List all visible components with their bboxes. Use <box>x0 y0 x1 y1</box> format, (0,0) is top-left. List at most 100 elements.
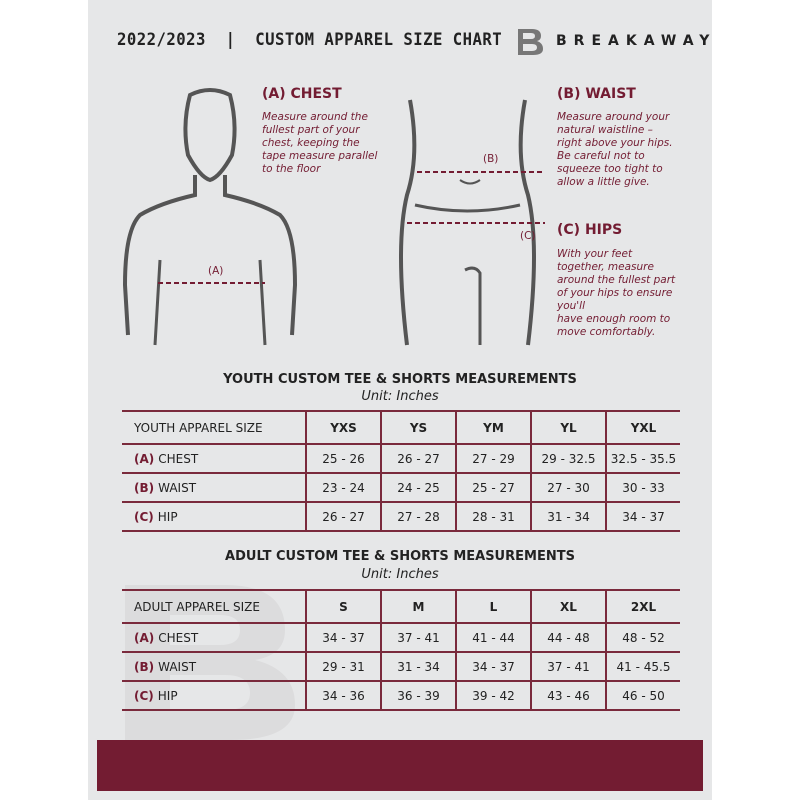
desc-line: have enough room to <box>557 313 671 325</box>
measurement-value: 24 - 25 <box>380 472 456 503</box>
desc-line: With your feet <box>557 248 633 260</box>
measurement-value: 34 - 36 <box>305 680 381 711</box>
measurement-value: 37 - 41 <box>380 622 456 653</box>
hips-heading: (C) HIPS <box>557 222 623 238</box>
measurement-label: (B) WAIST <box>122 472 306 503</box>
measurement-label: (C) HIP <box>122 680 306 711</box>
desc-line: you'll <box>557 300 586 312</box>
measurement-value: 31 - 34 <box>530 501 606 532</box>
table-row: (B) WAIST 29 - 31 31 - 34 34 - 37 37 - 41 41 -… <box>122 651 680 682</box>
hips-marker: (C) <box>520 230 536 242</box>
waist-heading: (B) WAIST <box>557 86 636 102</box>
measurement-code: (C) <box>134 509 154 524</box>
desc-line: Measure around the <box>262 111 368 123</box>
size-column-header: M <box>380 589 456 624</box>
waist-description: Measure around your natural waistline – … <box>557 111 673 189</box>
size-column-header: XL <box>530 589 606 624</box>
measurement-code: (B) <box>134 480 155 495</box>
measurement-value: 37 - 41 <box>530 651 606 682</box>
measurement-name: WAIST <box>158 659 197 674</box>
size-header: YOUTH APPAREL SIZE <box>122 410 306 445</box>
size-column-header: YL <box>530 410 606 445</box>
size-column-header: YM <box>455 410 531 445</box>
size-column-header: YXS <box>305 410 381 445</box>
measurement-value: 26 - 27 <box>305 501 381 532</box>
desc-line: to the floor <box>262 163 321 175</box>
measurement-value: 27 - 28 <box>380 501 456 532</box>
waist-marker: (B) <box>483 153 499 165</box>
desc-line: right above your hips. <box>557 137 673 149</box>
size-header: ADULT APPAREL SIZE <box>122 589 306 624</box>
measurement-value: 34 - 37 <box>455 651 531 682</box>
measurement-label: (A) CHEST <box>122 622 306 653</box>
measurement-value: 28 - 31 <box>455 501 531 532</box>
desc-line: Measure around your <box>557 111 670 123</box>
measurement-value: 34 - 37 <box>605 501 680 532</box>
desc-line: around the fullest part <box>557 274 676 286</box>
measurement-value: 44 - 48 <box>530 622 606 653</box>
measurement-value: 25 - 26 <box>305 443 381 474</box>
measurement-name: CHEST <box>158 630 199 645</box>
youth-table-title: YOUTH CUSTOM TEE & SHORTS MEASUREMENTS <box>223 372 577 387</box>
measurement-value: 29 - 31 <box>305 651 381 682</box>
size-column-header: 2XL <box>605 589 680 624</box>
brand-name: BREAKAWAY <box>556 33 717 49</box>
measurement-code: (C) <box>134 688 154 703</box>
measurement-value: 27 - 30 <box>530 472 606 503</box>
page-title: 2022/2023 | CUSTOM APPAREL SIZE CHART <box>117 30 503 50</box>
desc-line: Be careful not to <box>557 150 645 162</box>
measurement-value: 31 - 34 <box>380 651 456 682</box>
chest-description: Measure around the fullest part of your … <box>262 111 377 176</box>
measurement-value: 41 - 45.5 <box>605 651 680 682</box>
measurement-value: 25 - 27 <box>455 472 531 503</box>
measurement-code: (B) <box>134 659 155 674</box>
measurement-value: 34 - 37 <box>305 622 381 653</box>
measurement-label: (B) WAIST <box>122 651 306 682</box>
table-row: (C) HIP 34 - 36 36 - 39 39 - 42 43 - 46 46 - 5… <box>122 680 680 711</box>
measurement-value: 43 - 46 <box>530 680 606 711</box>
table-row: (C) HIP 26 - 27 27 - 28 28 - 31 31 - 34 34 - 3… <box>122 501 680 532</box>
chest-heading: (A) CHEST <box>262 86 342 102</box>
table-row: (B) WAIST 23 - 24 24 - 25 25 - 27 27 - 30 30 -… <box>122 472 680 503</box>
desc-line: fullest part of your <box>262 124 360 136</box>
measurement-label: (C) HIP <box>122 501 306 532</box>
desc-line: tape measure parallel <box>262 150 378 162</box>
measurement-value: 48 - 52 <box>605 622 680 653</box>
size-column-header: YXL <box>605 410 680 445</box>
measurement-label: (A) CHEST <box>122 443 306 474</box>
measurement-code: (A) <box>134 630 155 645</box>
measurement-code: (A) <box>134 451 155 466</box>
table-header-row: YOUTH APPAREL SIZE YXS YS YM YL YXL <box>122 410 680 445</box>
desc-line: allow a little give. <box>557 176 650 188</box>
size-column-header: L <box>455 589 531 624</box>
measurement-name: HIP <box>157 509 178 524</box>
size-column-header: S <box>305 589 381 624</box>
measurement-name: CHEST <box>158 451 199 466</box>
breakaway-logo-icon <box>518 29 543 55</box>
adult-table-title: ADULT CUSTOM TEE & SHORTS MEASUREMENTS <box>225 549 575 564</box>
measurement-value: 27 - 29 <box>455 443 531 474</box>
size-column-header: YS <box>380 410 456 445</box>
measurement-name: WAIST <box>158 480 197 495</box>
youth-table-unit: Unit: Inches <box>361 389 439 404</box>
measurement-value: 30 - 33 <box>605 472 680 503</box>
desc-line: squeeze too tight to <box>557 163 663 175</box>
measurement-value: 39 - 42 <box>455 680 531 711</box>
table-row: (A) CHEST 25 - 26 26 - 27 27 - 29 29 - 32.5 32… <box>122 443 680 474</box>
lower-body-illustration <box>399 99 545 346</box>
chest-marker: (A) <box>208 265 224 277</box>
measurement-name: HIP <box>157 688 178 703</box>
upper-body-illustration <box>122 88 298 346</box>
adult-table-unit: Unit: Inches <box>361 567 439 582</box>
desc-line: chest, keeping the <box>262 137 360 149</box>
table-header-row: ADULT APPAREL SIZE S M L XL 2XL <box>122 589 680 624</box>
measurement-value: 29 - 32.5 <box>530 443 606 474</box>
adult-size-table: ADULT APPAREL SIZE S M L XL 2XL (A) CHEST 34 - 3… <box>122 589 680 711</box>
desc-line: of your hips to ensure <box>557 287 673 299</box>
measurement-value: 46 - 50 <box>605 680 680 711</box>
measurement-value: 23 - 24 <box>305 472 381 503</box>
measurement-value: 26 - 27 <box>380 443 456 474</box>
measurement-value: 32.5 - 35.5 <box>605 443 680 474</box>
desc-line: together, measure <box>557 261 654 273</box>
footer-band <box>97 740 703 791</box>
